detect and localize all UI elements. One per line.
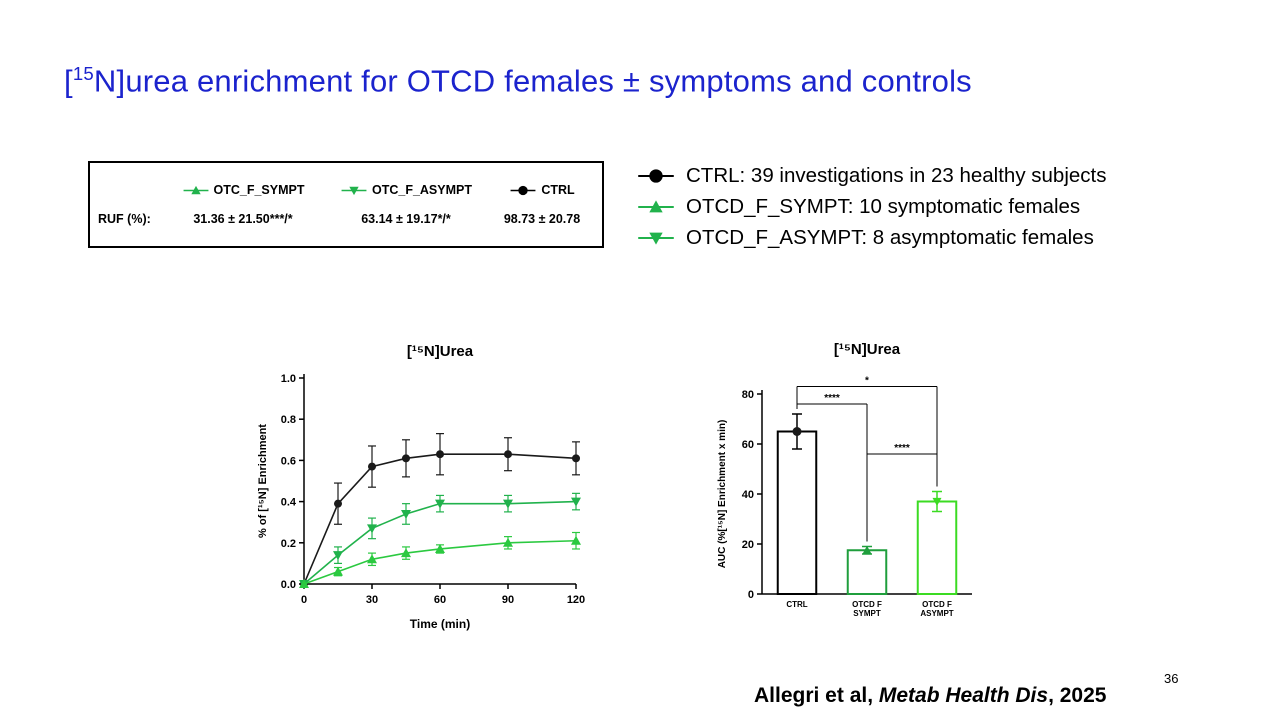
stats-group-ctrl: CTRL <box>490 183 594 197</box>
ruf-value-sympt: 31.36 ± 21.50***/* <box>193 211 293 226</box>
legend-item-label: OTCD_F_ASYMPT: 8 asymptomatic females <box>686 226 1094 249</box>
title-superscript: 15 <box>72 62 94 84</box>
svg-text:0.8: 0.8 <box>281 414 296 426</box>
line-chart-container: [¹⁵N]Urea 0.0 0.2 0.4 0.6 0.8 1.0 0 30 60 90 120 Tim… <box>252 336 592 641</box>
svg-text:0.0: 0.0 <box>281 579 296 591</box>
cohort-legend: CTRL: 39 investigations in 23 healthy su… <box>636 164 1106 250</box>
svg-text:[¹⁵N]Urea: [¹⁵N]Urea <box>407 343 474 360</box>
svg-text:80: 80 <box>742 389 754 401</box>
triangle-down-icon <box>638 232 674 245</box>
bar-chart: [¹⁵N]Urea 0 20 40 60 80 AUC (%[¹⁵N] Enrichment… <box>717 341 972 618</box>
ruf-stats-box: OTC_F_SYMPT OTC_F_ASYMPT CTRL RUF (%): 3… <box>88 161 604 248</box>
citation-authors: Allegri et al, <box>754 684 879 707</box>
svg-text:****: **** <box>824 393 840 404</box>
bar-chart-container: [¹⁵N]Urea 0 20 40 60 80 AUC (%[¹⁵N] Enrichment… <box>712 336 982 641</box>
citation-year: , 2025 <box>1048 684 1107 707</box>
legend-item-asympt: OTCD_F_ASYMPT: 8 asymptomatic females <box>636 226 1106 250</box>
circle-marker-icon <box>638 169 674 183</box>
legend-item-label: OTCD_F_SYMPT: 10 symptomatic females <box>686 195 1081 218</box>
stats-group-sympt: OTC_F_SYMPT <box>164 183 322 197</box>
svg-text:30: 30 <box>366 594 378 606</box>
triangle-up-icon <box>638 200 674 213</box>
legend-item-label: CTRL: 39 investigations in 23 healthy su… <box>686 164 1107 187</box>
circle-marker-icon <box>510 185 536 195</box>
page-number: 36 <box>1164 671 1179 686</box>
triangle-up-icon <box>183 185 208 195</box>
svg-text:20: 20 <box>742 539 754 551</box>
citation: Allegri et al, Metab Health Dis, 2025 <box>754 684 1106 708</box>
title-prefix: [ <box>64 63 73 99</box>
svg-text:0: 0 <box>301 594 307 606</box>
svg-text:90: 90 <box>502 594 514 606</box>
stats-group-label: OTC_F_ASYMPT <box>371 183 472 198</box>
stats-group-asympt: OTC_F_ASYMPT <box>322 183 490 197</box>
citation-journal: Metab Health Dis <box>878 684 1049 707</box>
line-chart: [¹⁵N]Urea 0.0 0.2 0.4 0.6 0.8 1.0 0 30 60 90 120 Tim… <box>257 343 585 631</box>
svg-text:% of [¹⁵N] Enrichment: % of [¹⁵N] Enrichment <box>257 424 269 538</box>
stats-values-row: RUF (%): 31.36 ± 21.50***/* 63.14 ± 19.1… <box>98 212 594 226</box>
svg-text:*: * <box>865 376 869 387</box>
svg-text:CTRL: CTRL <box>786 600 807 609</box>
svg-text:SYMPT: SYMPT <box>853 609 881 618</box>
svg-text:OTCD F: OTCD F <box>852 600 882 609</box>
svg-text:120: 120 <box>567 594 585 606</box>
svg-text:AUC (%[¹⁵N] Enrichment x min): AUC (%[¹⁵N] Enrichment x min) <box>717 420 728 569</box>
title-text: N]urea enrichment for OTCD females ± sym… <box>93 63 972 99</box>
svg-text:60: 60 <box>742 439 754 451</box>
stats-legend-row: OTC_F_SYMPT OTC_F_ASYMPT CTRL <box>98 183 594 197</box>
legend-item-ctrl: CTRL: 39 investigations in 23 healthy su… <box>636 164 1106 188</box>
ruf-row-label: RUF (%): <box>98 211 151 226</box>
svg-text:OTCD F: OTCD F <box>922 600 952 609</box>
ruf-value-asympt: 63.14 ± 19.17*/* <box>361 211 451 226</box>
svg-text:0.4: 0.4 <box>281 497 297 509</box>
svg-text:Time (min): Time (min) <box>410 617 470 631</box>
ruf-value-ctrl: 98.73 ± 20.78 <box>503 211 581 226</box>
svg-text:60: 60 <box>434 594 446 606</box>
stats-group-label: CTRL <box>541 183 575 198</box>
svg-text:1.0: 1.0 <box>281 373 296 385</box>
svg-text:0.2: 0.2 <box>281 538 296 550</box>
svg-text:0: 0 <box>748 589 754 601</box>
stats-group-label: OTC_F_SYMPT <box>213 183 305 198</box>
svg-text:[¹⁵N]Urea: [¹⁵N]Urea <box>834 341 901 358</box>
page-title: [15N]urea enrichment for OTCD females ± … <box>64 63 972 99</box>
svg-text:40: 40 <box>742 489 754 501</box>
triangle-down-icon <box>341 186 367 195</box>
svg-text:ASYMPT: ASYMPT <box>920 609 953 618</box>
svg-text:****: **** <box>894 443 910 454</box>
svg-text:0.6: 0.6 <box>281 455 296 467</box>
legend-item-sympt: OTCD_F_SYMPT: 10 symptomatic females <box>636 195 1106 219</box>
